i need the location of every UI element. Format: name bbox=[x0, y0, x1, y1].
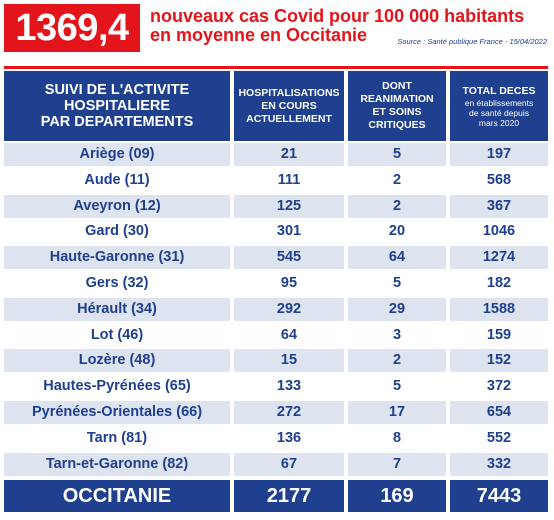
deces-cell: 197 bbox=[450, 143, 548, 166]
departement-cell: Ariège (09) bbox=[4, 143, 230, 166]
hospitalisations-cell: 67 bbox=[234, 452, 344, 476]
reanimation-cell: 20 bbox=[348, 220, 446, 244]
table-row: Gers (32) 95 5 182 bbox=[4, 271, 548, 295]
reanimation-cell: 2 bbox=[348, 349, 446, 373]
departement-cell: Hérault (34) bbox=[4, 297, 230, 321]
deces-cell: 372 bbox=[450, 375, 548, 399]
deces-cell: 1588 bbox=[450, 297, 548, 321]
departement-cell: Lot (46) bbox=[4, 323, 230, 347]
hospitalisations-cell: 64 bbox=[234, 323, 344, 347]
rate-badge: 1369,4 bbox=[4, 4, 140, 52]
deces-cell: 182 bbox=[450, 271, 548, 295]
total-reanimation: 169 bbox=[348, 480, 446, 512]
deces-cell: 552 bbox=[450, 426, 548, 450]
hospitalisations-cell: 292 bbox=[234, 297, 344, 321]
departement-cell: Haute-Garonne (31) bbox=[4, 246, 230, 270]
column-header-hospitalisations: HOSPITALISATIONS EN COURS ACTUELLEMENT bbox=[234, 71, 344, 141]
table-row: Lozère (48) 15 2 152 bbox=[4, 349, 548, 373]
table-row: Tarn (81) 136 8 552 bbox=[4, 426, 548, 450]
table-row: Lot (46) 64 3 159 bbox=[4, 323, 548, 347]
hospitalisations-cell: 136 bbox=[234, 426, 344, 450]
hospitalisations-cell: 21 bbox=[234, 143, 344, 166]
reanimation-cell: 8 bbox=[348, 426, 446, 450]
reanimation-cell: 2 bbox=[348, 168, 446, 192]
deces-cell: 568 bbox=[450, 168, 548, 192]
header: 1369,4 nouveaux cas Covid pour 100 000 h… bbox=[0, 0, 554, 64]
total-hospitalisations: 2177 bbox=[234, 480, 344, 512]
departement-cell: Tarn (81) bbox=[4, 426, 230, 450]
headline-line-1: nouveaux cas Covid pour 100 000 habitant… bbox=[150, 6, 525, 26]
column-header-departement: SUIVI DE L'ACTIVITE HOSPITALIERE PAR DEP… bbox=[4, 71, 230, 141]
hospitalisations-cell: 545 bbox=[234, 246, 344, 270]
deces-cell: 1274 bbox=[450, 246, 548, 270]
reanimation-cell: 17 bbox=[348, 400, 446, 424]
deces-cell: 654 bbox=[450, 400, 548, 424]
column-header-deces: TOTAL DECES en établissements de santé d… bbox=[450, 71, 548, 141]
departement-cell: Lozère (48) bbox=[4, 349, 230, 373]
table-row: Gard (30) 301 20 1046 bbox=[4, 220, 548, 244]
reanimation-cell: 64 bbox=[348, 246, 446, 270]
hospitalisations-cell: 95 bbox=[234, 271, 344, 295]
red-divider bbox=[4, 66, 548, 69]
deces-cell: 1046 bbox=[450, 220, 548, 244]
hospitalisations-cell: 301 bbox=[234, 220, 344, 244]
headline: nouveaux cas Covid pour 100 000 habitant… bbox=[150, 7, 550, 45]
deces-cell: 367 bbox=[450, 194, 548, 218]
reanimation-cell: 7 bbox=[348, 452, 446, 476]
departement-cell: Aude (11) bbox=[4, 168, 230, 192]
reanimation-cell: 5 bbox=[348, 271, 446, 295]
column-header-reanimation: DONT REANIMATION ET SOINS CRITIQUES bbox=[348, 71, 446, 141]
total-deces: 7443 bbox=[450, 480, 548, 512]
departement-cell: Gard (30) bbox=[4, 220, 230, 244]
total-label: OCCITANIE bbox=[4, 480, 230, 512]
table-row: Hautes-Pyrénées (65) 133 5 372 bbox=[4, 375, 548, 399]
headline-line-2: en moyenne en Occitanie bbox=[150, 25, 368, 45]
deces-cell: 152 bbox=[450, 349, 548, 373]
hospitalisations-cell: 133 bbox=[234, 375, 344, 399]
table-row: Hérault (34) 292 29 1588 bbox=[4, 297, 548, 321]
hospitalisations-cell: 125 bbox=[234, 194, 344, 218]
source-note: Source : Santé publique France - 15/04/2… bbox=[397, 37, 547, 46]
table-row: Pyrénées-Orientales (66) 272 17 654 bbox=[4, 400, 548, 424]
departement-cell: Gers (32) bbox=[4, 271, 230, 295]
table-row: Ariège (09) 21 5 197 bbox=[4, 143, 548, 166]
table-header-row: SUIVI DE L'ACTIVITE HOSPITALIERE PAR DEP… bbox=[4, 71, 548, 141]
hospitalisations-cell: 272 bbox=[234, 400, 344, 424]
reanimation-cell: 2 bbox=[348, 194, 446, 218]
hospitalisations-cell: 15 bbox=[234, 349, 344, 373]
reanimation-cell: 3 bbox=[348, 323, 446, 347]
table-row: Aveyron (12) 125 2 367 bbox=[4, 194, 548, 218]
table-row: Aude (11) 111 2 568 bbox=[4, 168, 548, 192]
departement-cell: Tarn-et-Garonne (82) bbox=[4, 452, 230, 476]
table-row: Tarn-et-Garonne (82) 67 7 332 bbox=[4, 452, 548, 476]
departement-cell: Pyrénées-Orientales (66) bbox=[4, 400, 230, 424]
total-row: OCCITANIE 2177 169 7443 bbox=[4, 480, 548, 512]
reanimation-cell: 5 bbox=[348, 143, 446, 166]
departement-cell: Hautes-Pyrénées (65) bbox=[4, 375, 230, 399]
hospital-activity-table: SUIVI DE L'ACTIVITE HOSPITALIERE PAR DEP… bbox=[4, 66, 548, 514]
deces-cell: 332 bbox=[450, 452, 548, 476]
table-body: Ariège (09) 21 5 197 Aude (11) 111 2 568 Aveyron… bbox=[4, 143, 548, 478]
deces-cell: 159 bbox=[450, 323, 548, 347]
table-row: Haute-Garonne (31) 545 64 1274 bbox=[4, 246, 548, 270]
hospitalisations-cell: 111 bbox=[234, 168, 344, 192]
departement-cell: Aveyron (12) bbox=[4, 194, 230, 218]
reanimation-cell: 29 bbox=[348, 297, 446, 321]
reanimation-cell: 5 bbox=[348, 375, 446, 399]
